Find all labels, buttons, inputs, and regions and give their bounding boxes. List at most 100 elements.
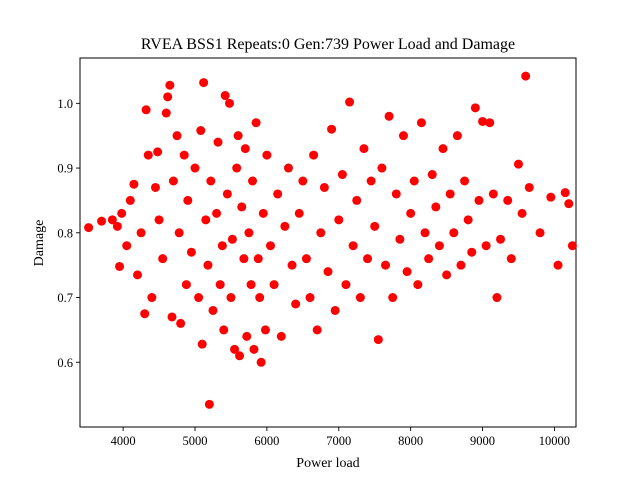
x-tick-label-0: 4000 (111, 434, 136, 448)
data-point-137 (513, 159, 523, 169)
y-tick-label-4: 1.0 (57, 97, 73, 111)
data-point-17 (154, 215, 164, 225)
data-point-87 (327, 124, 337, 134)
data-point-67 (258, 208, 268, 218)
data-point-83 (312, 325, 322, 335)
data-point-85 (319, 182, 329, 192)
data-point-19 (161, 108, 171, 118)
data-point-38 (204, 399, 214, 409)
data-point-119 (442, 270, 452, 280)
data-point-88 (330, 305, 340, 315)
data-point-10 (136, 228, 146, 238)
y-tick-label-0: 0.6 (57, 356, 73, 370)
data-point-120 (445, 189, 455, 199)
data-point-143 (553, 260, 563, 270)
data-point-100 (373, 335, 383, 345)
data-point-82 (309, 150, 319, 160)
data-point-7 (125, 195, 135, 205)
data-point-144 (560, 188, 570, 198)
data-point-1 (97, 216, 107, 226)
data-point-73 (276, 331, 286, 341)
data-point-41 (212, 208, 222, 218)
data-point-62 (249, 344, 259, 354)
data-point-16 (153, 147, 163, 157)
data-point-108 (402, 267, 412, 277)
data-point-58 (242, 331, 252, 341)
data-point-134 (496, 234, 506, 244)
x-tick-label-6: 10000 (539, 434, 570, 448)
data-point-142 (546, 192, 556, 202)
data-point-112 (416, 118, 426, 128)
data-point-26 (176, 318, 186, 328)
data-point-56 (239, 254, 249, 264)
data-point-35 (199, 78, 209, 88)
data-point-77 (291, 299, 301, 309)
data-point-74 (280, 221, 290, 231)
data-point-140 (524, 182, 534, 192)
data-point-94 (352, 195, 362, 205)
data-point-68 (260, 325, 270, 335)
data-point-145 (564, 199, 574, 209)
data-point-5 (117, 208, 127, 218)
data-point-43 (215, 280, 225, 290)
data-point-72 (273, 189, 283, 199)
data-point-28 (181, 280, 191, 290)
y-tick-label-2: 0.8 (57, 226, 73, 240)
data-point-51 (230, 344, 240, 354)
chart-title: RVEA BSS1 Repeats:0 Gen:739 Power Load a… (141, 36, 515, 53)
data-point-106 (395, 234, 405, 244)
x-axis-label: Power load (296, 456, 359, 471)
data-point-117 (434, 241, 444, 251)
data-point-22 (167, 312, 177, 322)
data-point-124 (460, 176, 470, 186)
plot-area (79, 57, 577, 428)
data-point-118 (438, 144, 448, 154)
data-point-0 (84, 223, 94, 233)
data-point-104 (388, 293, 398, 303)
data-point-136 (506, 254, 516, 264)
data-point-141 (535, 228, 545, 238)
plot-frame (79, 57, 577, 428)
data-point-96 (359, 144, 369, 154)
data-point-123 (456, 260, 466, 270)
data-point-113 (420, 228, 430, 238)
data-point-27 (179, 150, 189, 160)
data-point-50 (227, 234, 237, 244)
data-point-20 (163, 92, 173, 102)
data-point-45 (219, 325, 229, 335)
data-point-105 (391, 189, 401, 199)
data-point-18 (158, 254, 168, 264)
data-point-101 (377, 163, 387, 173)
data-point-131 (485, 118, 495, 128)
data-point-129 (478, 116, 488, 126)
data-point-76 (287, 260, 297, 270)
data-point-81 (305, 293, 315, 303)
data-point-59 (244, 228, 254, 238)
x-axis: 4000 5000 6000 7000 8000 9000 10000 Power load (111, 427, 570, 471)
data-point-116 (431, 202, 441, 212)
data-point-44 (217, 241, 227, 251)
y-axis-label: Damage (32, 220, 47, 267)
data-point-90 (337, 170, 347, 180)
x-tick-label-5: 9000 (470, 434, 495, 448)
data-point-75 (283, 163, 293, 173)
data-point-65 (255, 293, 265, 303)
x-tick-label-1: 5000 (183, 434, 208, 448)
data-point-79 (298, 176, 308, 186)
data-point-125 (463, 215, 473, 225)
data-point-66 (256, 357, 266, 367)
data-point-139 (521, 71, 531, 81)
data-point-99 (370, 221, 380, 231)
data-point-15 (150, 182, 160, 192)
data-point-13 (143, 150, 153, 160)
y-tick-label-1: 0.7 (57, 291, 73, 305)
data-point-25 (174, 228, 184, 238)
data-point-91 (341, 280, 351, 290)
data-point-98 (366, 176, 376, 186)
data-point-93 (348, 241, 358, 251)
data-point-110 (409, 176, 419, 186)
data-point-42 (213, 137, 223, 147)
data-point-21 (165, 80, 175, 90)
